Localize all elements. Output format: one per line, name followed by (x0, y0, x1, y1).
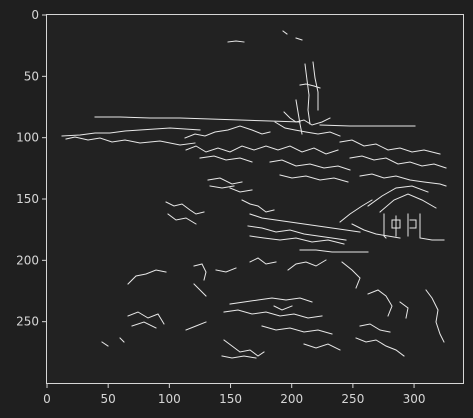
y-tick-label: 0 (31, 8, 39, 22)
x-tick-label: 250 (341, 392, 364, 406)
y-tick-label: 50 (24, 69, 39, 83)
horizon-edges (61, 116, 416, 146)
foreground-edges (101, 257, 445, 359)
x-tick-label: 0 (43, 392, 51, 406)
church-edges (227, 30, 341, 137)
image-background (47, 15, 463, 383)
x-axis-ticks: 0 50 100 150 200 250 300 (43, 383, 426, 406)
edge-image (47, 15, 463, 383)
y-tick-label: 150 (16, 192, 39, 206)
y-tick-label: 250 (16, 315, 39, 329)
town-edges (184, 125, 447, 193)
midground-edges (165, 185, 369, 253)
x-tick-label: 100 (158, 392, 181, 406)
y-tick-label: 100 (16, 131, 39, 145)
house-edges (339, 185, 445, 241)
x-tick-label: 150 (219, 392, 242, 406)
x-tick-label: 50 (101, 392, 116, 406)
x-tick-label: 300 (403, 392, 426, 406)
y-tick-label: 200 (16, 253, 39, 267)
x-tick-label: 200 (280, 392, 303, 406)
y-axis-ticks: 0 50 100 150 200 250 (16, 8, 47, 329)
